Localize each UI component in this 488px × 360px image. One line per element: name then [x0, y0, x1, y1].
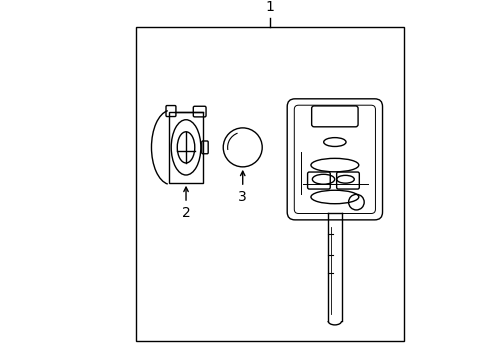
Text: 3: 3 — [238, 171, 246, 204]
Text: 2: 2 — [181, 187, 190, 220]
Bar — [136, 27, 403, 341]
Text: 1: 1 — [265, 0, 274, 14]
